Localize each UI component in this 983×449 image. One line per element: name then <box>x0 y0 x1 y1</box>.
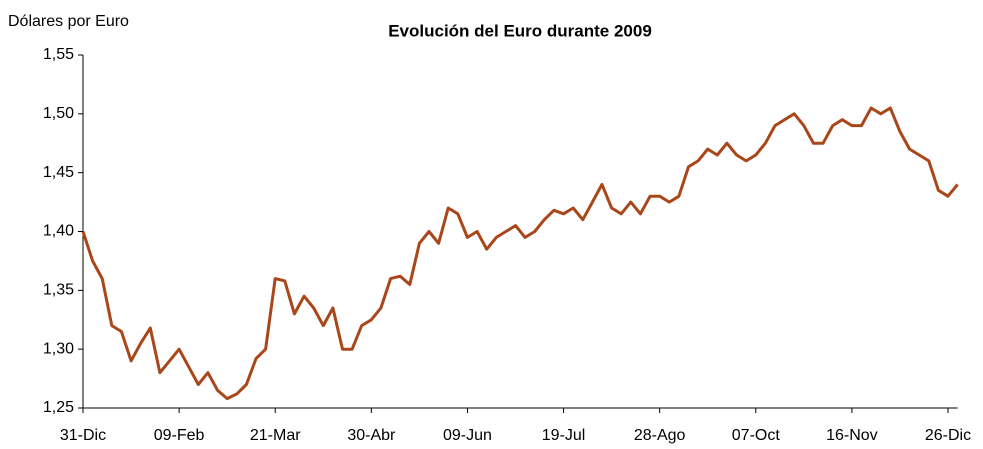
x-tick-label: 31-Dic <box>60 427 106 444</box>
y-axis-label: Dólares por Euro <box>8 13 129 30</box>
x-tick-label: 09-Jun <box>443 427 492 444</box>
x-tick-label: 26-Dic <box>925 427 971 444</box>
x-tick-label: 21-Mar <box>250 427 301 444</box>
y-tick-label: 1,25 <box>43 399 74 416</box>
x-tick-label: 28-Ago <box>634 427 686 444</box>
x-tick-label: 30-Abr <box>347 427 396 444</box>
x-tick-label: 19-Jul <box>542 427 586 444</box>
x-tick-label: 16-Nov <box>826 427 878 444</box>
y-tick-label: 1,45 <box>43 164 74 181</box>
x-tick-label: 09-Feb <box>154 427 205 444</box>
x-tick-label: 07-Oct <box>732 427 781 444</box>
y-tick-label: 1,35 <box>43 282 74 299</box>
y-tick-label: 1,40 <box>43 223 74 240</box>
y-tick-label: 1,55 <box>43 46 74 63</box>
data-line <box>81 106 959 401</box>
y-tick-label: 1,50 <box>43 105 74 122</box>
y-tick-label: 1,30 <box>43 340 74 357</box>
chart-title: Evolución del Euro durante 2009 <box>388 21 652 40</box>
